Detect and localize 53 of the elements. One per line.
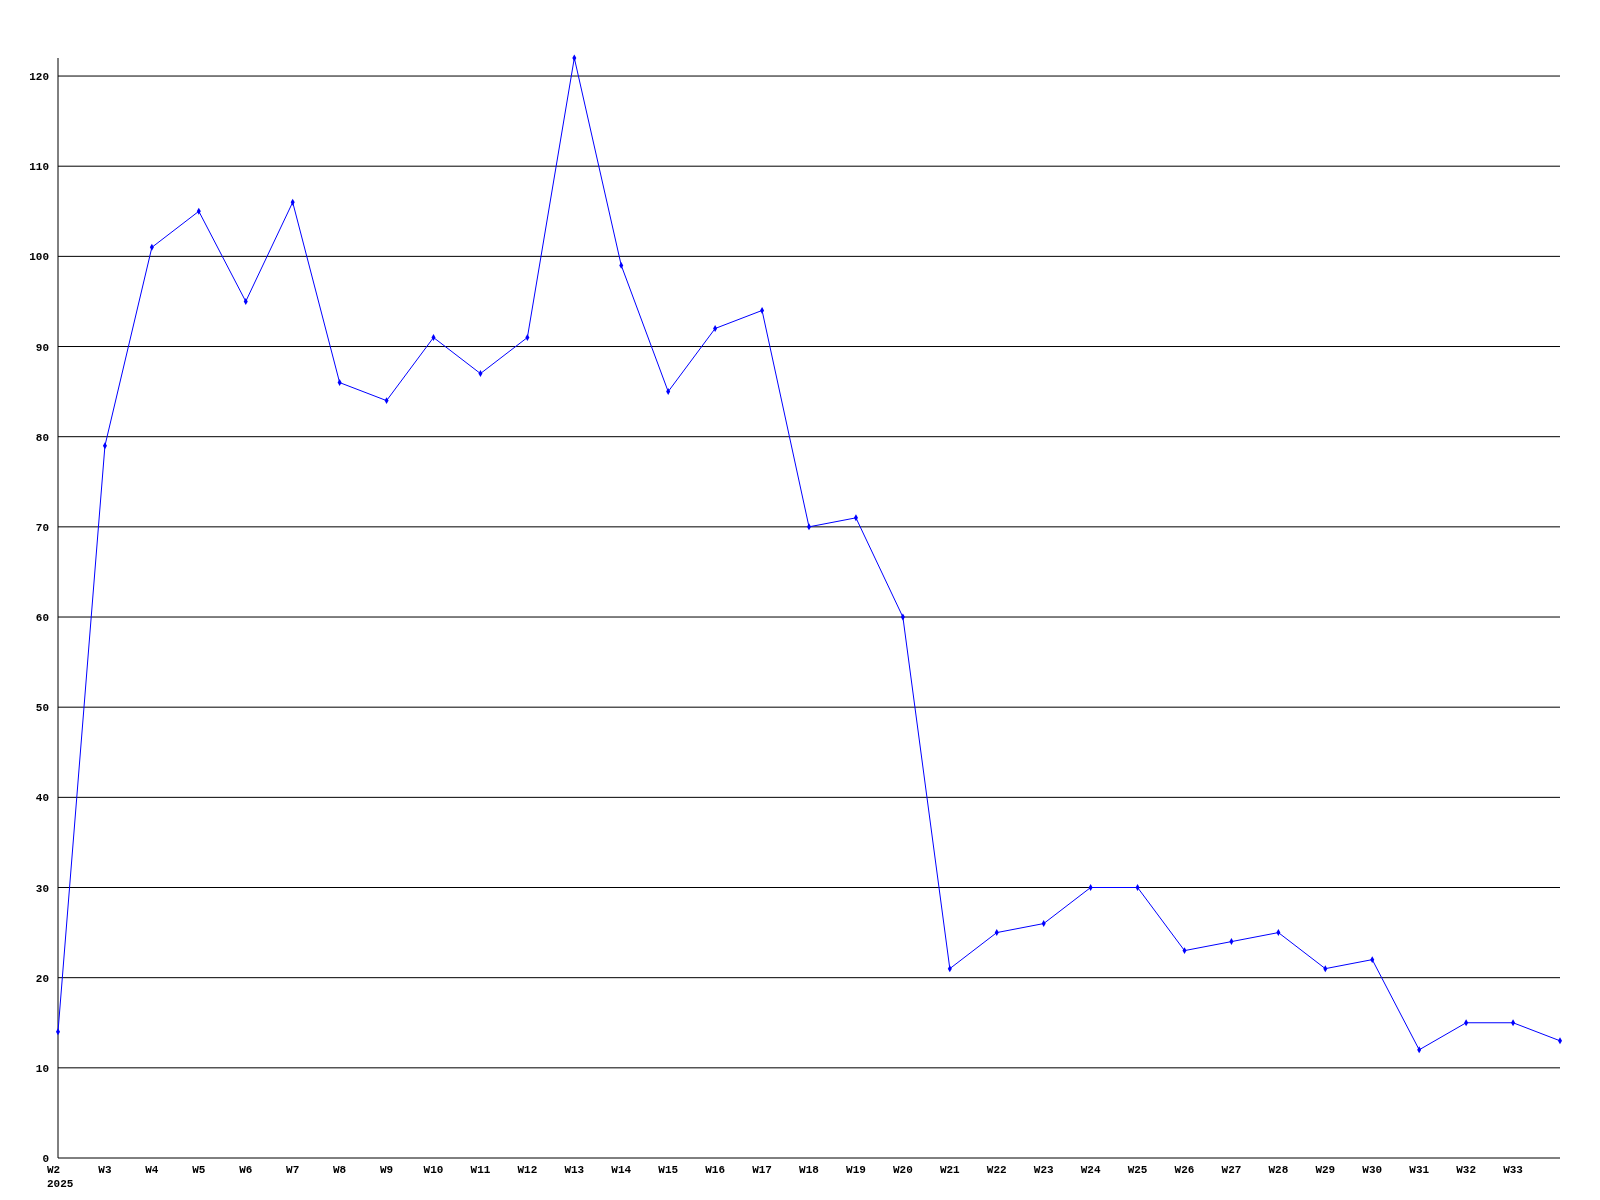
point <box>525 334 530 341</box>
x-tick-label: W16 <box>705 1164 726 1176</box>
y-tick-label: 30 <box>35 882 49 895</box>
y-tick-label: 20 <box>35 972 49 985</box>
x-tick-label: W24 <box>1080 1164 1101 1176</box>
x-tick-label: W5 <box>192 1164 206 1176</box>
x-tick-label: W18 <box>799 1164 820 1176</box>
y-tick-label: 110 <box>29 161 49 174</box>
point <box>713 325 718 332</box>
x-tick-label: W25 <box>1127 1164 1148 1176</box>
point <box>806 523 812 531</box>
x-tick-label: W26 <box>1174 1164 1195 1176</box>
x-tick-label: W2 2025 <box>47 1164 74 1190</box>
x-tick-label: W29 <box>1315 1164 1336 1176</box>
x-tick-label: W9 <box>379 1164 394 1176</box>
x-tick-label: W11 <box>470 1164 491 1176</box>
y-tick-label: 10 <box>35 1062 49 1075</box>
x-tick-label: W7 <box>286 1164 300 1176</box>
y-tick-label: 80 <box>35 431 49 444</box>
x-tick-label: W32 <box>1456 1164 1477 1176</box>
x-tick-label: W12 <box>517 1164 538 1176</box>
x-tick-label: W6 <box>239 1164 253 1176</box>
x-tick-label: W10 <box>423 1164 444 1176</box>
x-tick-label: W23 <box>1033 1164 1054 1176</box>
point <box>431 334 436 341</box>
y-tick-label: 90 <box>35 341 49 354</box>
y-tick-label: 100 <box>29 251 49 264</box>
x-tick-label: W28 <box>1268 1164 1289 1176</box>
y-tick-label: 70 <box>35 521 49 534</box>
x-tick-label: W15 <box>658 1164 679 1176</box>
x-tick-label: W3 <box>98 1164 112 1176</box>
y-tick-label: 120 <box>29 71 49 84</box>
x-tick-label: W30 <box>1362 1164 1383 1176</box>
x-tick-label: W20 <box>892 1164 913 1176</box>
x-tick-label: W17 <box>752 1164 772 1176</box>
point <box>1088 884 1093 891</box>
x-tick-label: W14 <box>611 1164 632 1176</box>
y-tick-label: 0 <box>42 1153 49 1165</box>
point <box>55 1028 61 1036</box>
x-tick-label: W31 <box>1409 1164 1430 1176</box>
x-tick-label: W4 <box>145 1164 159 1176</box>
point <box>1557 1037 1563 1045</box>
x-tick-label: W19 <box>846 1164 866 1176</box>
x-tick-label: W33 <box>1503 1164 1524 1176</box>
y-tick-label: 40 <box>35 792 49 805</box>
y-tick-label: 50 <box>35 702 49 715</box>
x-tick-label: W22 <box>986 1164 1007 1176</box>
x-tick-label: W8 <box>333 1164 347 1176</box>
x-tick-label: W27 <box>1221 1164 1242 1176</box>
x-tick-label: W21 <box>939 1164 961 1176</box>
point <box>1135 884 1140 891</box>
x-tick-label: W13 <box>564 1164 585 1176</box>
y-tick-label: 60 <box>35 612 49 625</box>
